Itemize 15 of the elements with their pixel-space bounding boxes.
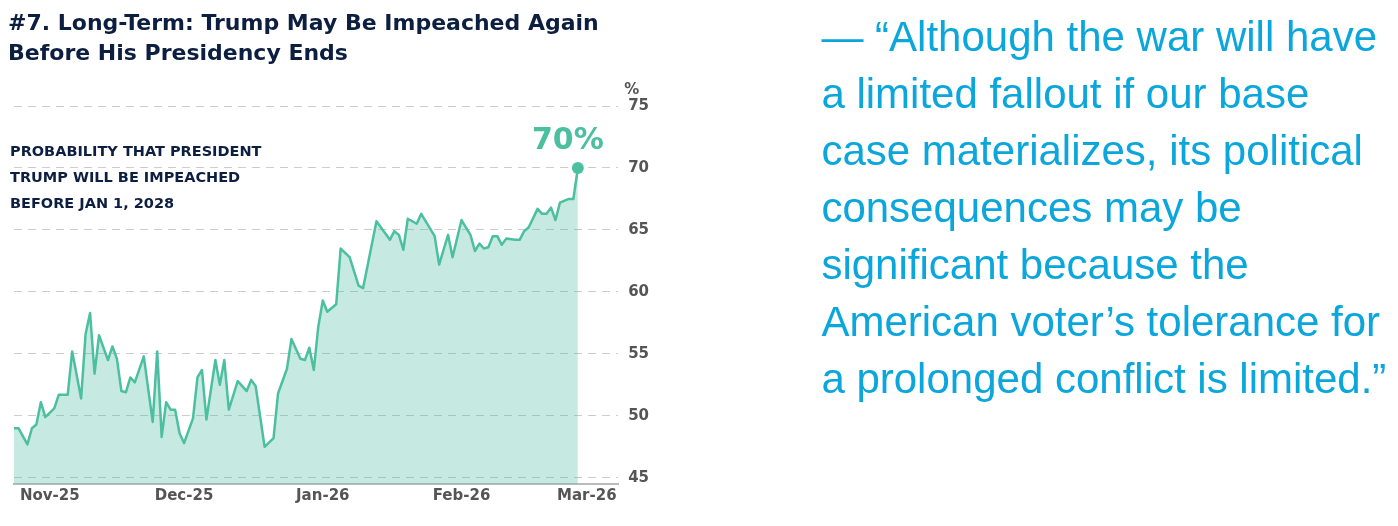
x-tick-label: Jan-26 [295, 485, 350, 504]
y-tick-label: 45 [628, 467, 649, 486]
y-tick-label: 55 [628, 343, 649, 362]
x-tick-label: Nov-25 [19, 485, 80, 504]
y-tick-label: 65 [628, 219, 649, 238]
y-tick-label: 70 [628, 157, 649, 176]
x-tick-label: Feb-26 [432, 485, 491, 504]
text: — “Although the war will have a limited fallout if our base case materializes, its political consequences may be significant because the American voter’s tolerance for a prolonged conflict is limited.” [821, 12, 1388, 404]
data-label: 70% [531, 120, 604, 156]
y-tick-label: 60 [628, 281, 649, 300]
x-tick-label: Dec-25 [154, 485, 214, 504]
y-tick-label: 50 [628, 405, 649, 424]
x-tick-label: Mar-26 [557, 485, 617, 504]
text: PROBABILITY THAT PRESIDENT TRUMP WILL BE IMPEACHED BEFORE JAN 1, 2028 [10, 142, 263, 213]
chart-title: #7. Long-Term: Trump May Be Impeached Again Before His Presidency Ends [8, 9, 600, 67]
